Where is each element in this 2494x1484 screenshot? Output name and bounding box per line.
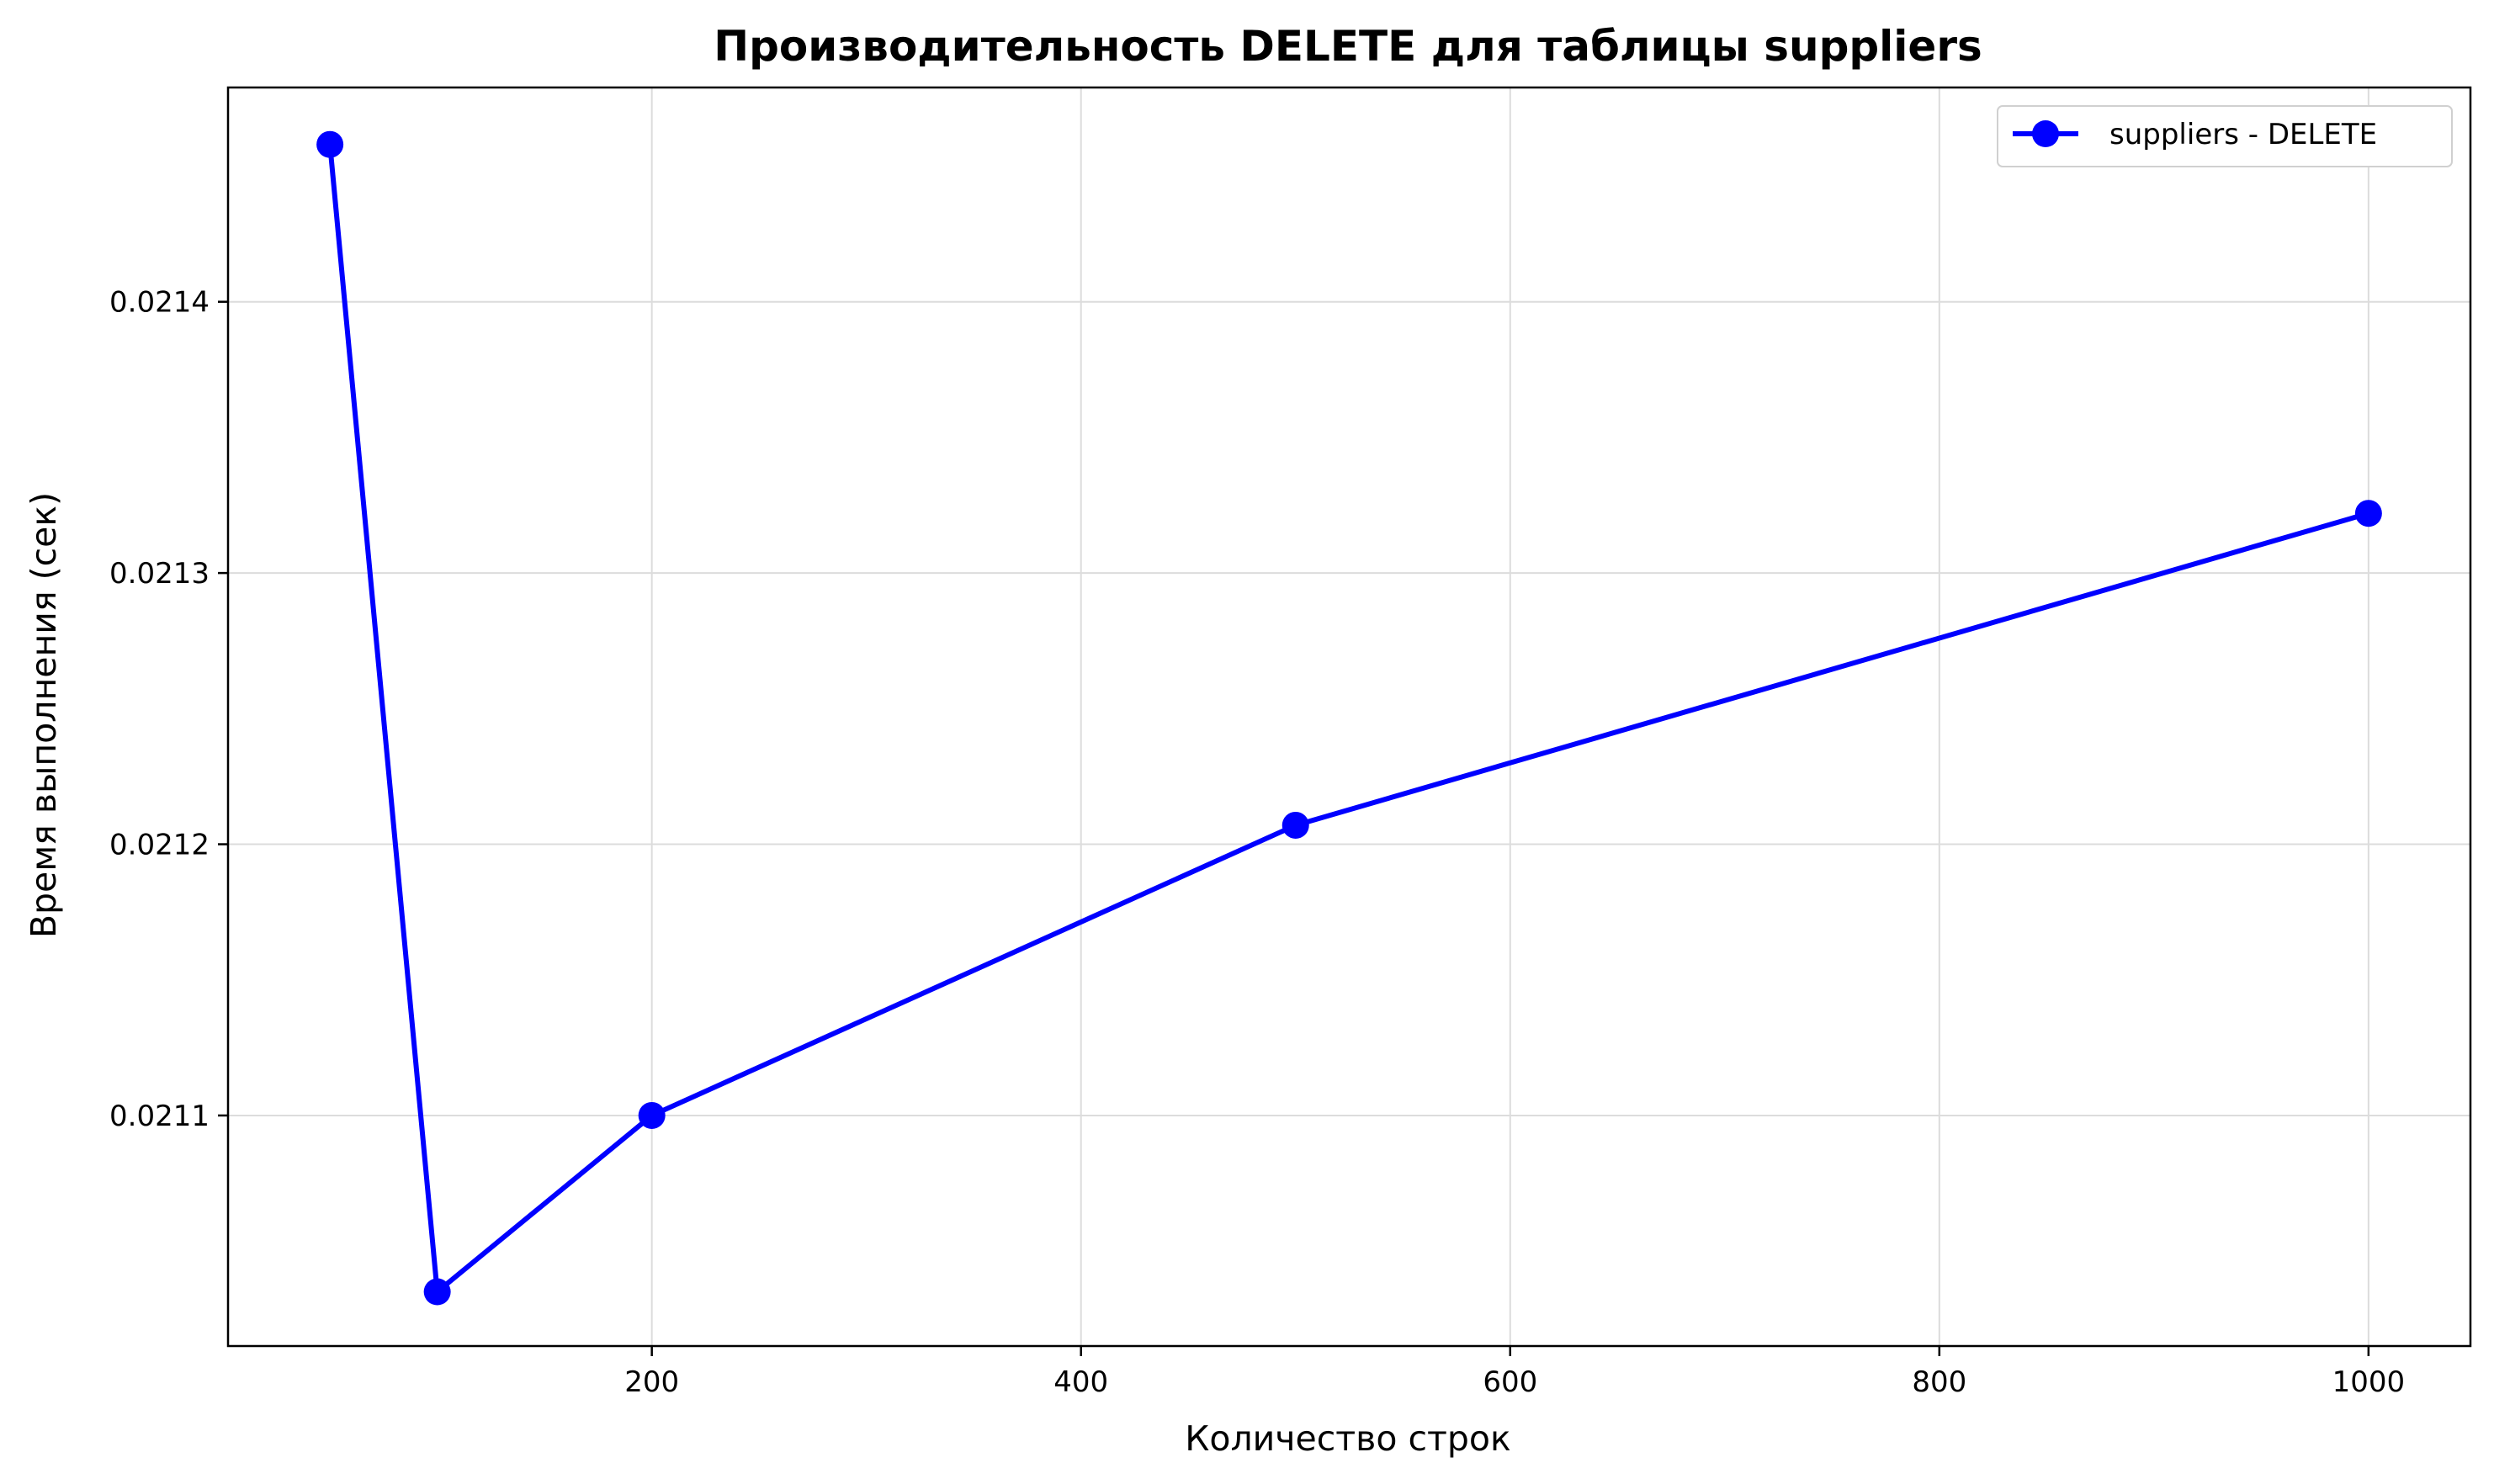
legend-marker-sample: [2032, 120, 2059, 147]
legend-entry-label: suppliers - DELETE: [2109, 118, 2377, 151]
y-tick-label: 0.0211: [109, 1100, 210, 1133]
y-tick-label: 0.0213: [109, 557, 210, 591]
x-tick-label: 1000: [2332, 1365, 2406, 1399]
legend-frame: [1997, 105, 2453, 167]
x-tick-label: 800: [1912, 1365, 1966, 1399]
series-layer: [316, 130, 2382, 1306]
x-axis-label: Количество строк: [1185, 1418, 1511, 1459]
data-point: [316, 130, 344, 158]
x-axis-ticks: 200 400 600 800 1000: [624, 1346, 2405, 1399]
grid: [228, 87, 2470, 1346]
y-tick-label: 0.0212: [109, 829, 210, 862]
data-point: [638, 1101, 666, 1129]
data-point: [2354, 500, 2382, 527]
data-point: [423, 1278, 451, 1306]
x-tick-label: 400: [1053, 1365, 1108, 1399]
y-axis-label: Время выполнения (сек): [24, 492, 64, 938]
y-axis-ticks: 0.0211 0.0212 0.0213 0.0214: [109, 286, 228, 1133]
x-tick-label: 600: [1483, 1365, 1537, 1399]
x-tick-label: 200: [624, 1365, 679, 1399]
plot-frame: [226, 86, 2472, 1348]
chart-title: Производительность DELETE для таблицы su…: [714, 22, 1982, 71]
data-point: [1281, 811, 1309, 839]
legend: suppliers - DELETE: [1997, 105, 2453, 167]
y-tick-label: 0.0214: [109, 286, 210, 320]
